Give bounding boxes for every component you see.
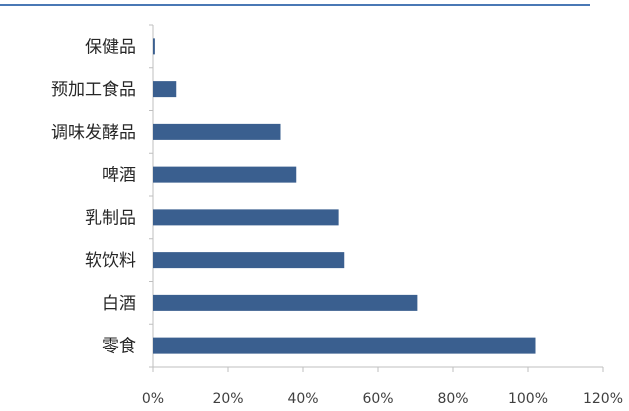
- bar: [153, 166, 297, 183]
- category-label: 调味发酵品: [51, 123, 136, 143]
- x-tick-label: 40%: [287, 391, 318, 407]
- bar: [153, 209, 339, 226]
- x-tick-label: 60%: [362, 391, 393, 407]
- bar: [153, 38, 155, 55]
- category-label: 软饮料: [85, 251, 136, 271]
- x-tick-label: 80%: [437, 391, 468, 407]
- bar: [153, 81, 177, 98]
- category-label: 啤酒: [102, 166, 136, 186]
- category-label: 预加工食品: [51, 80, 136, 100]
- x-tick-label: 100%: [508, 391, 548, 407]
- category-label: 零食: [102, 337, 136, 357]
- bar: [153, 294, 418, 311]
- bar: [153, 252, 345, 269]
- category-label: 乳制品: [85, 208, 136, 228]
- top-decorative-rule: [0, 4, 590, 6]
- bar: [153, 123, 281, 140]
- category-label: 保健品: [85, 37, 136, 57]
- x-tick-label: 20%: [212, 391, 243, 407]
- x-tick-label: 0%: [142, 391, 164, 407]
- bar: [153, 337, 536, 354]
- x-tick-label: 120%: [583, 391, 623, 407]
- category-label: 白酒: [102, 294, 136, 314]
